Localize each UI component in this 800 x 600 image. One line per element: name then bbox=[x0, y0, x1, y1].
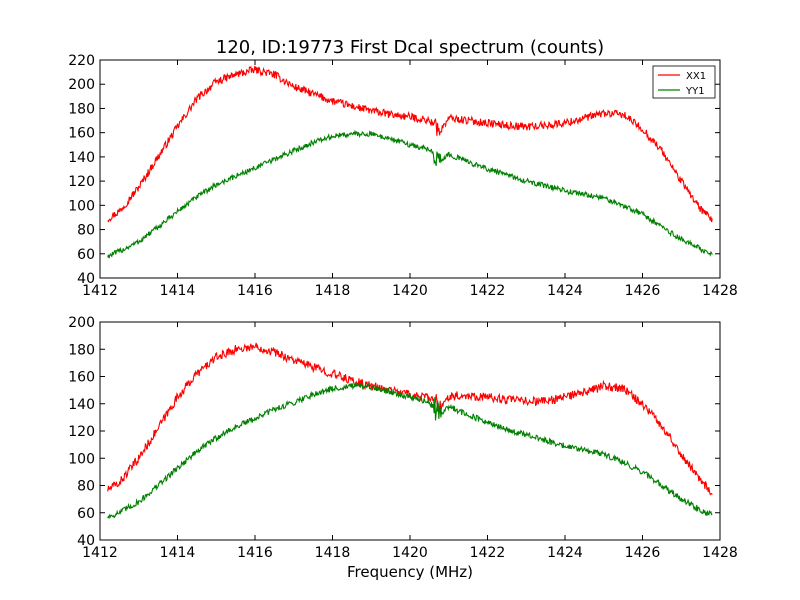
y-tick-label: 200 bbox=[68, 315, 95, 331]
y-tick-label: 60 bbox=[77, 506, 95, 522]
y-tick-label: 180 bbox=[68, 342, 95, 358]
x-tick-label: 1424 bbox=[547, 283, 583, 299]
series-line-xx1 bbox=[107, 65, 713, 223]
y-tick-label: 160 bbox=[68, 126, 95, 142]
y-tick-label: 40 bbox=[77, 533, 95, 549]
y-tick-label: 220 bbox=[68, 53, 95, 69]
x-axis-label: Frequency (MHz) bbox=[347, 563, 473, 581]
y-tick-label: 180 bbox=[68, 101, 95, 117]
y-tick-label: 160 bbox=[68, 370, 95, 386]
y-tick-label: 140 bbox=[68, 397, 95, 413]
x-tick-label: 1412 bbox=[82, 283, 118, 299]
x-tick-label: 1422 bbox=[470, 545, 506, 561]
x-tick-label: 1418 bbox=[315, 283, 351, 299]
x-tick-label: 1414 bbox=[160, 283, 196, 299]
x-tick-label: 1426 bbox=[625, 283, 661, 299]
y-tick-label: 100 bbox=[68, 198, 95, 214]
series-line-xx1 bbox=[107, 342, 713, 496]
x-tick-label: 1416 bbox=[237, 545, 273, 561]
x-tick-label: 1418 bbox=[315, 545, 351, 561]
y-tick-label: 100 bbox=[68, 451, 95, 467]
chart-title: 120, ID:19773 First Dcal spectrum (count… bbox=[216, 37, 604, 58]
series-line-yy1 bbox=[107, 381, 713, 520]
legend-box bbox=[652, 65, 716, 99]
x-tick-label: 1416 bbox=[237, 283, 273, 299]
plot-frame bbox=[99, 321, 721, 541]
y-tick-label: 80 bbox=[77, 223, 95, 239]
x-tick-label: 1414 bbox=[160, 545, 196, 561]
x-tick-label: 1428 bbox=[702, 545, 738, 561]
y-tick-label: 120 bbox=[68, 174, 95, 190]
bottom-plot-axes: 1412 1414 1416 1418 1420 1422 1424 1426 1428 40 60… bbox=[68, 315, 738, 561]
x-tick-label: 1420 bbox=[392, 283, 428, 299]
x-tick-label: 1428 bbox=[702, 283, 738, 299]
y-tick-label: 120 bbox=[68, 424, 95, 440]
plot-frame bbox=[99, 59, 721, 279]
x-tick-label: 1412 bbox=[82, 545, 118, 561]
top-plot-axes: 1412 1414 1416 1418 1420 1422 1424 1426 1428 40 60… bbox=[68, 53, 738, 299]
y-tick-label: 40 bbox=[77, 271, 95, 287]
y-tick-label: 80 bbox=[77, 479, 95, 495]
x-tick-label: 1426 bbox=[625, 545, 661, 561]
x-tick-label: 1424 bbox=[547, 545, 583, 561]
y-tick-label: 200 bbox=[68, 77, 95, 93]
y-tick-label: 60 bbox=[77, 247, 95, 263]
legend-label-yy1: YY1 bbox=[685, 86, 705, 97]
x-tick-label: 1422 bbox=[470, 283, 506, 299]
series-line-yy1 bbox=[107, 129, 713, 259]
x-tick-label: 1420 bbox=[392, 545, 428, 561]
legend-label-xx1: XX1 bbox=[686, 71, 706, 82]
y-tick-label: 140 bbox=[68, 150, 95, 166]
